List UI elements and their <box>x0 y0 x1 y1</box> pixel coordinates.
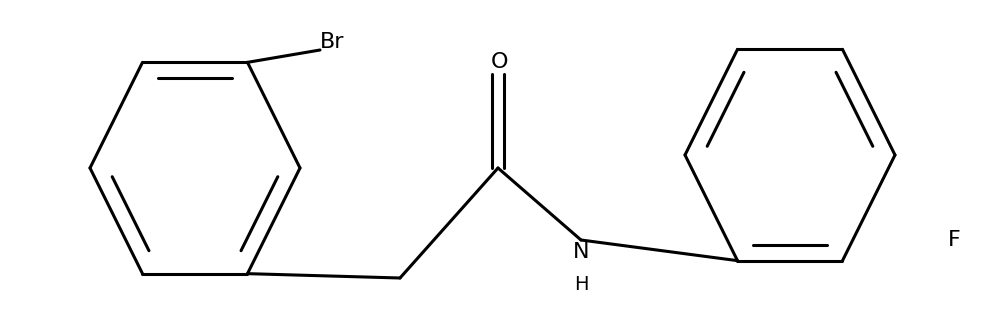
Text: O: O <box>491 52 509 72</box>
Text: H: H <box>573 276 589 294</box>
Text: Br: Br <box>320 32 344 52</box>
Text: N: N <box>572 242 590 262</box>
Text: F: F <box>948 230 961 250</box>
